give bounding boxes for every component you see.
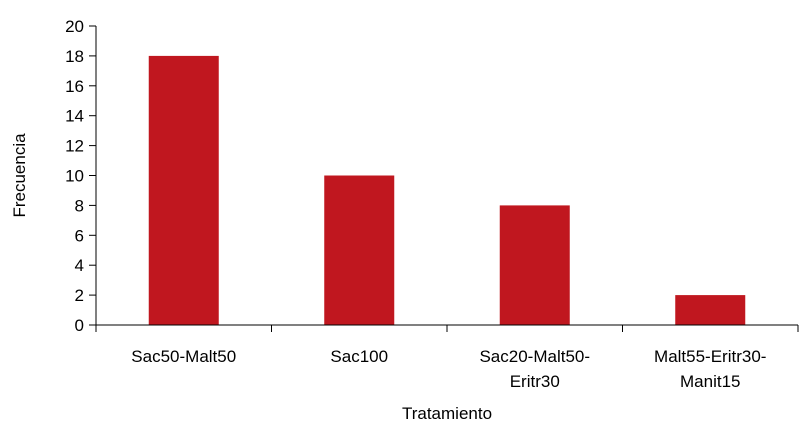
y-tick-label: 2 [75, 286, 84, 305]
y-tick-label: 4 [75, 256, 84, 275]
category-label-line: Sac20-Malt50- [479, 347, 590, 366]
bar [499, 205, 570, 325]
y-tick-label: 12 [65, 137, 84, 156]
category-label: Sac50-Malt50 [131, 347, 236, 366]
y-tick-label: 16 [65, 77, 84, 96]
y-tick-label: 18 [65, 47, 84, 66]
y-tick-label: 14 [65, 107, 84, 126]
bar [675, 295, 746, 325]
category-label: Sac100 [330, 347, 388, 366]
category-labels-group: Sac50-Malt50 Sac100 Sac20-Malt50- Eritr30 Ma… [131, 347, 766, 391]
category-label: Malt55-Eritr30- Manit15 [654, 347, 766, 391]
y-tick-label: 10 [65, 167, 84, 186]
x-ticks-group [95, 325, 799, 332]
category-label: Sac20-Malt50- Eritr30 [479, 347, 590, 391]
bar [148, 55, 219, 326]
category-label-line: Sac50-Malt50 [131, 347, 236, 366]
y-tick-label: 0 [75, 316, 84, 335]
category-label-line: Manit15 [680, 372, 740, 391]
y-tick-label: 8 [75, 196, 84, 215]
bars-group [148, 55, 746, 326]
bar [324, 175, 395, 325]
category-label-line: Eritr30 [510, 372, 560, 391]
category-label-line: Sac100 [330, 347, 388, 366]
y-tick-label: 6 [75, 226, 84, 245]
x-axis-title: Tratamiento [402, 404, 492, 423]
y-axis-title: Frecuencia [10, 133, 29, 218]
y-tick-label: 20 [65, 17, 84, 36]
y-ticks-group: 0 2 4 6 8 10 12 14 16 18 20 [65, 17, 96, 335]
category-label-line: Malt55-Eritr30- [654, 347, 766, 366]
